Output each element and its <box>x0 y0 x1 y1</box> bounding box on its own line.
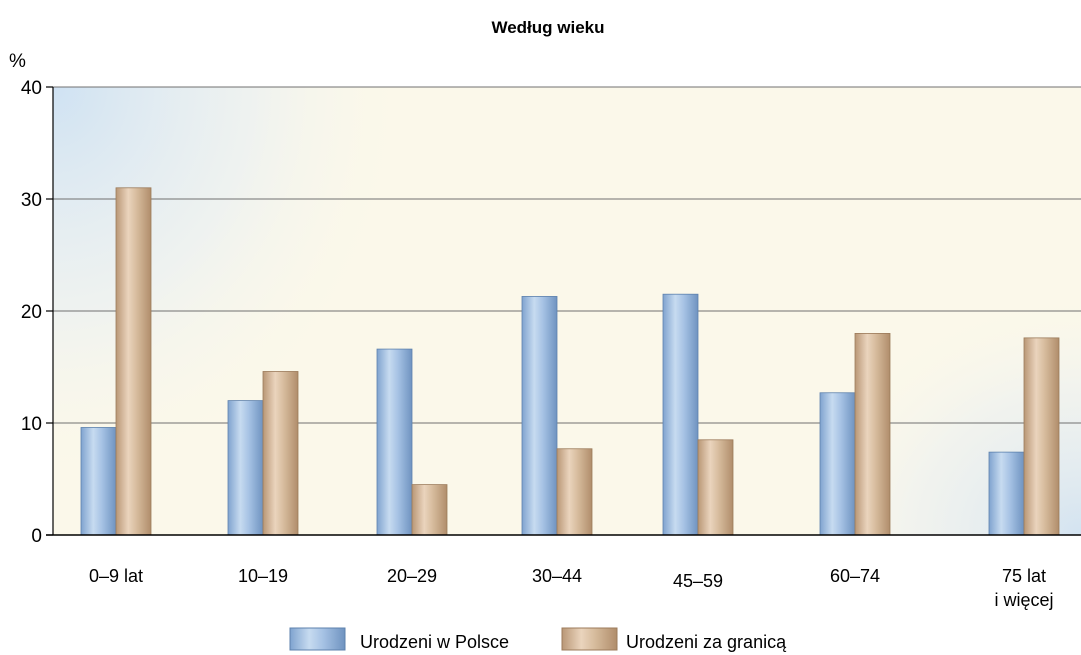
x-category-label: 10–19 <box>238 566 288 586</box>
legend-label-abroad: Urodzeni za granicą <box>626 632 787 652</box>
x-category-label: 75 lat <box>1002 566 1046 586</box>
bar-poland-2 <box>376 348 413 536</box>
x-category-label: 20–29 <box>387 566 437 586</box>
legend-swatch-abroad <box>561 627 618 651</box>
legend-label-poland: Urodzeni w Polsce <box>360 632 509 652</box>
bar-abroad-0 <box>115 187 152 536</box>
x-axis: 0–9 lat 10–19 20–29 30–44 45–59 60–74 75 lat i … <box>46 534 1081 610</box>
y-axis-unit-label: % <box>9 51 26 72</box>
bar-abroad-4 <box>697 439 734 536</box>
y-tick-label: 20 <box>21 302 42 323</box>
y-tick-label: 0 <box>31 526 42 547</box>
bar-abroad-2 <box>411 484 448 536</box>
bar-abroad-5 <box>854 332 891 536</box>
chart-title: Według wieku <box>491 18 604 37</box>
bar-abroad-3 <box>556 448 593 536</box>
legend: Urodzeni w Polsce Urodzeni za granicą <box>289 627 787 652</box>
gridlines <box>53 86 1081 424</box>
y-tick-label: 40 <box>21 78 42 99</box>
bar-poland-6 <box>988 451 1025 536</box>
y-axis: 0 10 20 30 40 <box>21 78 54 547</box>
legend-swatch-poland <box>289 627 346 651</box>
x-category-label: 60–74 <box>830 566 880 586</box>
bar-poland-5 <box>819 392 856 536</box>
y-tick-label: 30 <box>21 190 42 211</box>
bar-poland-3 <box>521 296 558 536</box>
bar-abroad-6 <box>1023 337 1060 536</box>
x-category-label: 45–59 <box>673 571 723 591</box>
x-category-label: i więcej <box>994 590 1053 610</box>
x-category-label: 30–44 <box>532 566 582 586</box>
bar-poland-4 <box>662 293 699 536</box>
bar-poland-0 <box>80 427 117 536</box>
bar-abroad-1 <box>262 371 299 536</box>
bars <box>80 187 1060 536</box>
x-category-label: 0–9 lat <box>89 566 143 586</box>
bar-poland-1 <box>227 400 264 536</box>
y-tick-label: 10 <box>21 414 42 435</box>
